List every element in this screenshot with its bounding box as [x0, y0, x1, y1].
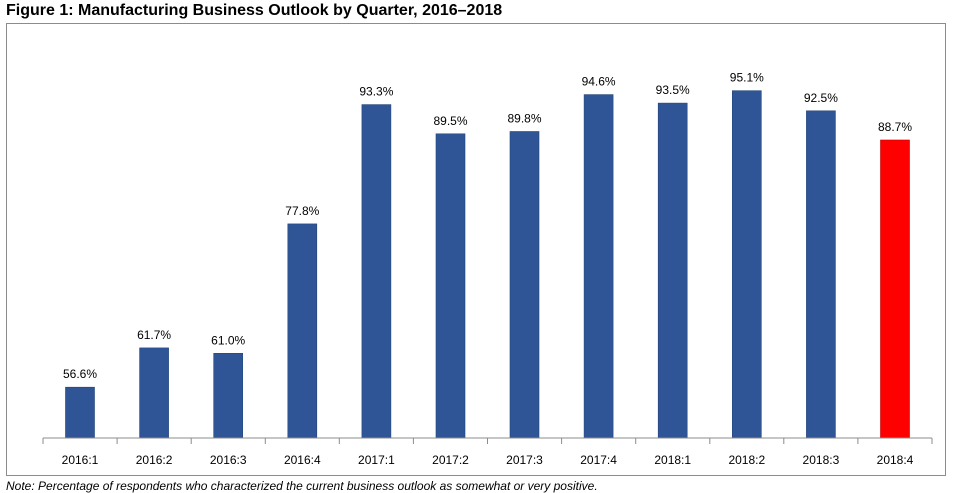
bar-2018:3 [806, 110, 836, 439]
data-label: 61.0% [211, 333, 245, 347]
data-label: 89.5% [433, 114, 467, 128]
x-tick-label: 2016:4 [284, 453, 321, 467]
x-tick-label: 2018:3 [803, 453, 840, 467]
data-label: 88.7% [878, 120, 912, 134]
bar-2017:1 [361, 104, 392, 439]
data-label: 94.6% [582, 75, 616, 89]
bar-2017:4 [583, 94, 614, 439]
bars-layer [65, 90, 910, 439]
bar-2018:2 [731, 90, 762, 439]
x-axis-ticks [42, 438, 933, 444]
bar-2017:2 [435, 133, 466, 439]
x-tick-label: 2017:2 [432, 453, 469, 467]
bar-2016:3 [213, 352, 243, 439]
data-label: 89.8% [507, 112, 541, 126]
bar-2016:4 [287, 223, 318, 439]
bar-2018:1 [657, 102, 688, 439]
x-tick-label: 2017:1 [358, 453, 395, 467]
chart-note: Note: Percentage of respondents who char… [6, 479, 598, 493]
x-axis-tick-labels: 2016:1 2016:2 2016:3 2016:4 2017:1 2017:2 2017… [62, 453, 914, 467]
data-label: 92.5% [804, 91, 838, 105]
chart-title: Figure 1: Manufacturing Business Outlook… [6, 2, 503, 19]
data-labels-layer: 56.6% 61.7% 61.0% 77.8% 93.3% 89.5% 89.8% 94.6%… [63, 71, 912, 382]
data-label: 95.1% [730, 71, 764, 85]
x-tick-label: 2018:1 [654, 453, 691, 467]
x-tick-label: 2017:4 [580, 453, 617, 467]
x-tick-label: 2018:2 [728, 453, 765, 467]
bar-2016:1 [65, 386, 95, 439]
bar-2016:2 [139, 347, 169, 439]
x-tick-label: 2016:1 [62, 453, 99, 467]
data-label: 56.6% [63, 367, 97, 381]
x-tick-label: 2017:3 [506, 453, 543, 467]
data-label: 77.8% [285, 204, 319, 218]
bar-2018:4 [880, 139, 910, 439]
x-tick-label: 2016:2 [136, 453, 173, 467]
data-label: 93.5% [656, 83, 690, 97]
data-label: 61.7% [137, 328, 171, 342]
x-tick-label: 2016:3 [210, 453, 247, 467]
data-label: 93.3% [359, 85, 393, 99]
bar-chart: 56.6% 61.7% 61.0% 77.8% 93.3% 89.5% 89.8% 94.6%… [42, 71, 933, 467]
chart-frame: 56.6% 61.7% 61.0% 77.8% 93.3% 89.5% 89.8% 94.6%… [6, 23, 946, 476]
x-tick-label: 2018:4 [877, 453, 914, 467]
bar-2017:3 [509, 131, 540, 439]
